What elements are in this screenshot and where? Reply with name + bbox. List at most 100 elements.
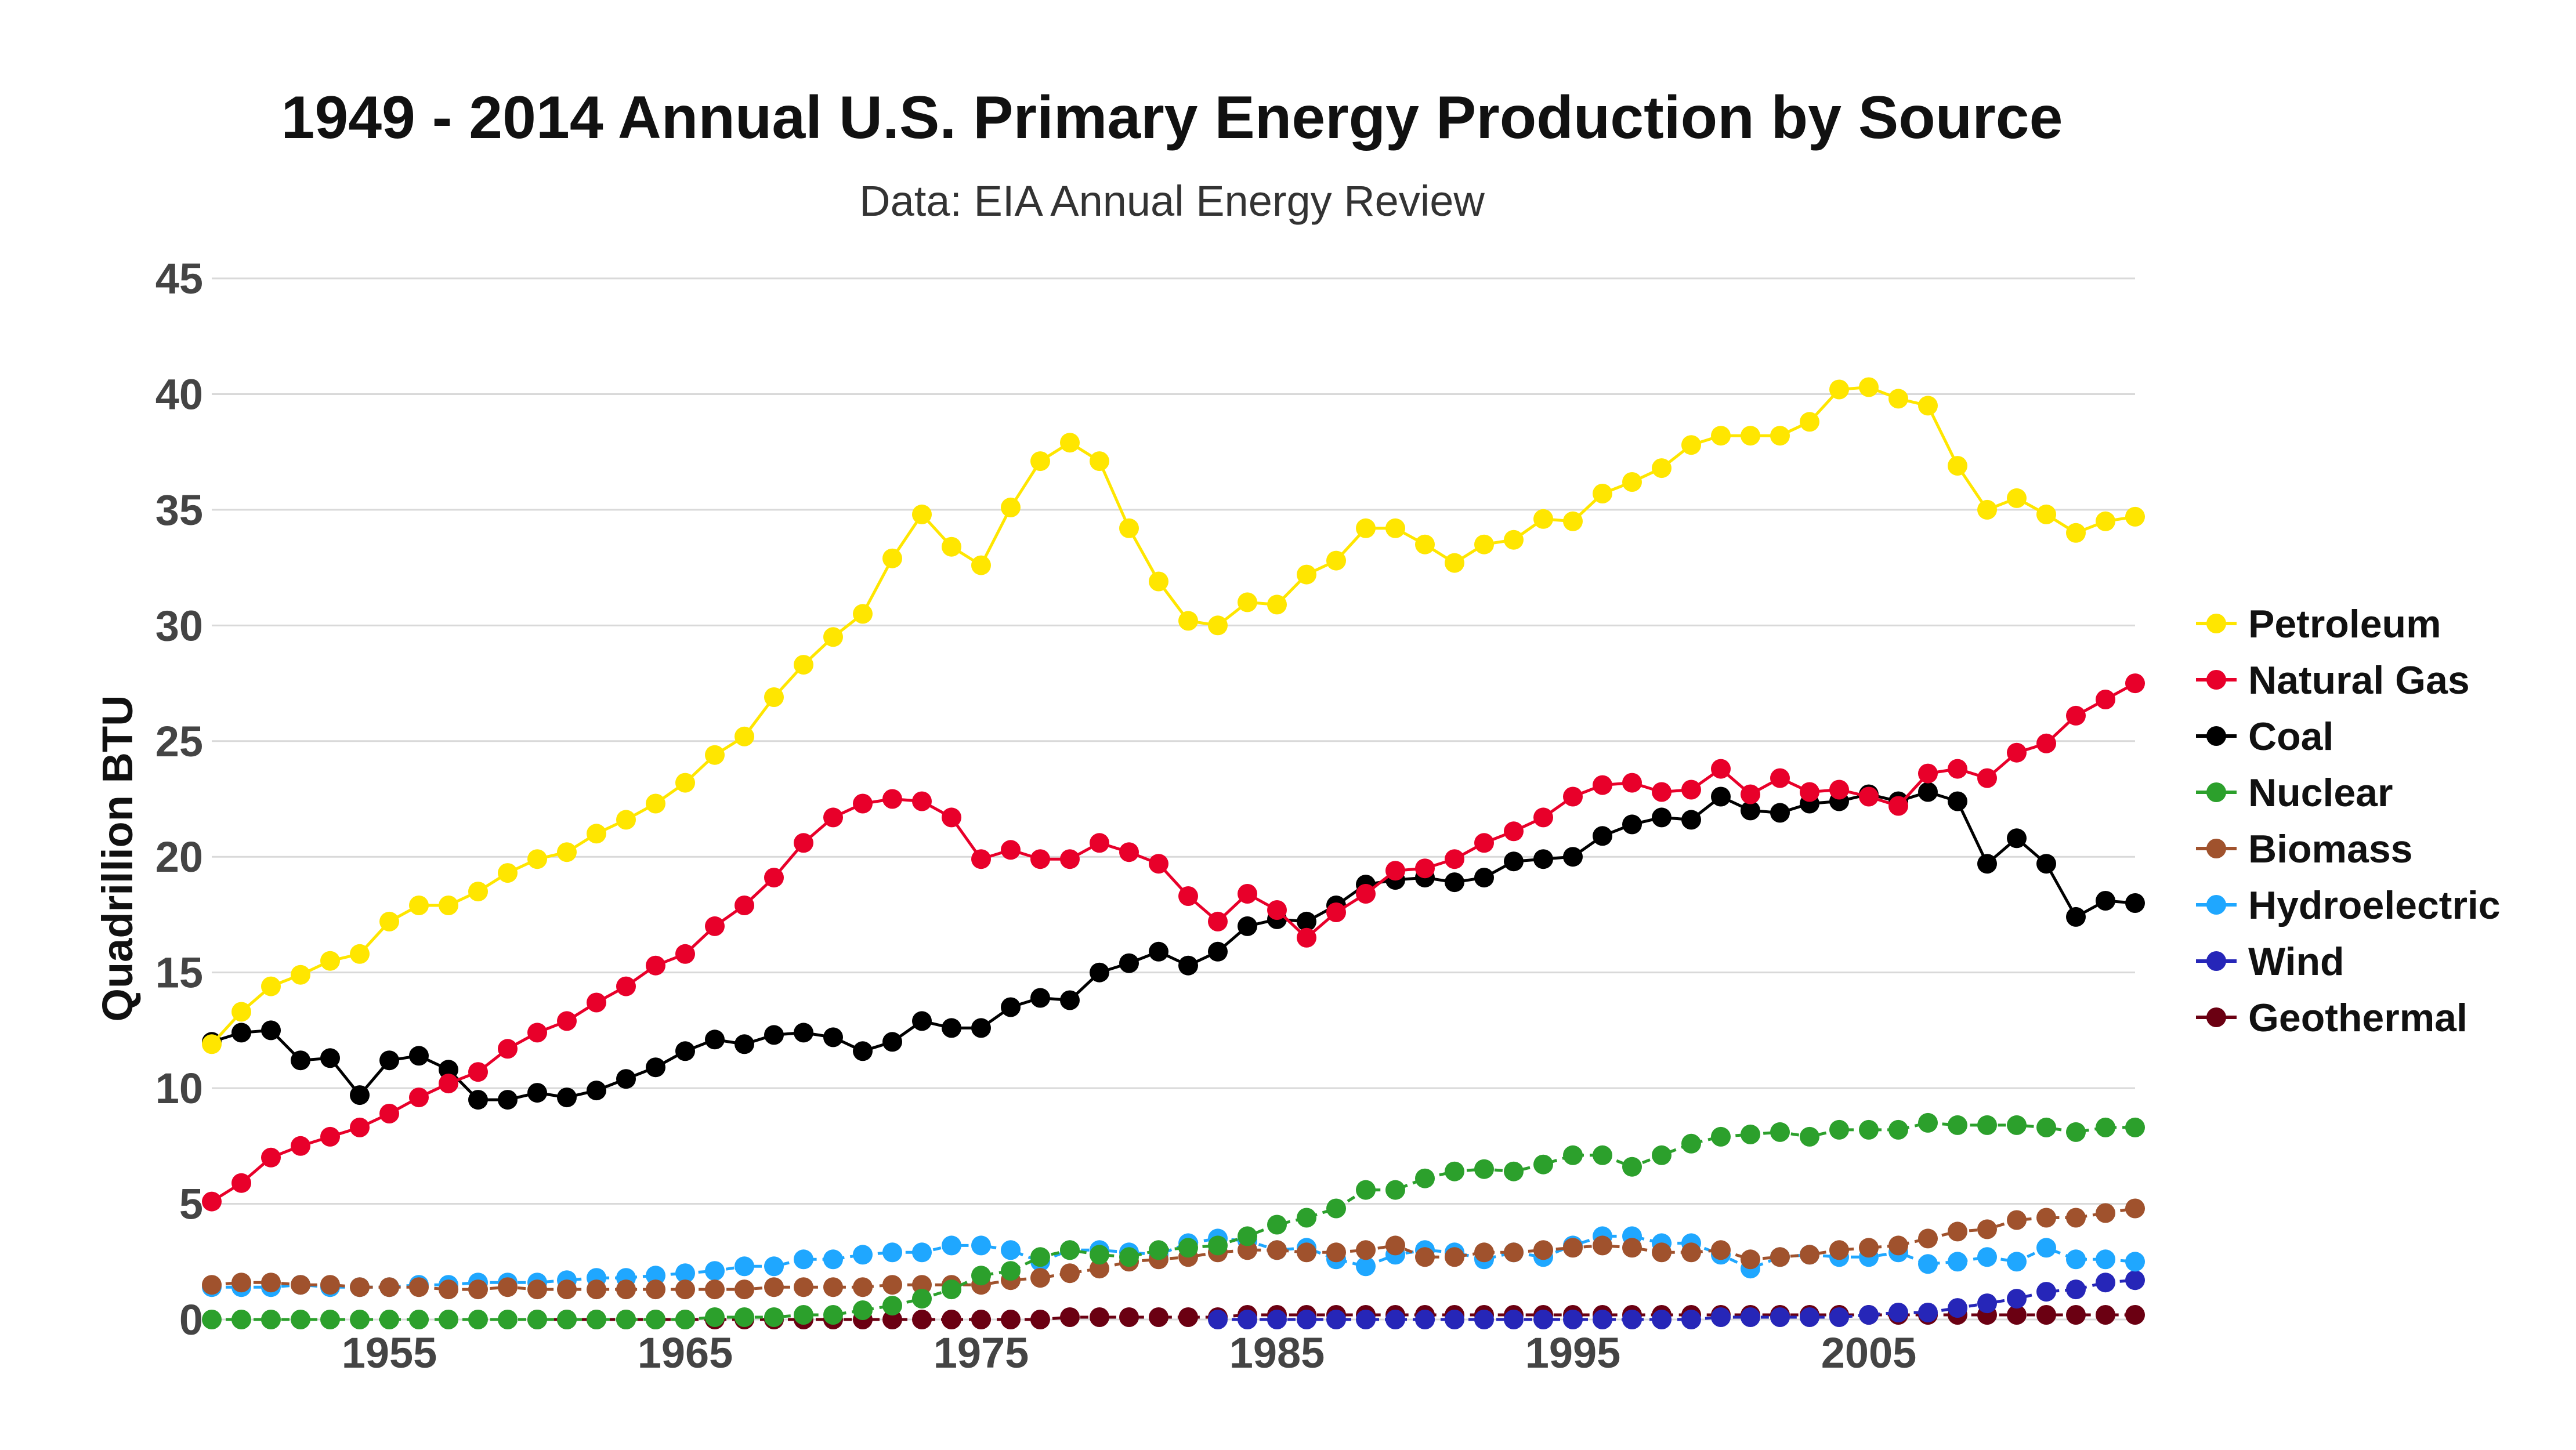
data-point xyxy=(675,773,695,793)
data-point xyxy=(1326,1242,1346,1263)
data-point xyxy=(1267,594,1287,615)
data-point xyxy=(527,1310,547,1329)
data-point xyxy=(1445,1247,1464,1267)
data-point xyxy=(498,1090,518,1110)
data-point xyxy=(1918,763,1938,784)
data-point xyxy=(1800,412,1819,432)
data-point xyxy=(616,1279,636,1300)
data-point xyxy=(764,687,784,707)
data-point xyxy=(1918,1228,1938,1249)
data-point xyxy=(1238,1226,1257,1246)
data-point xyxy=(1060,1307,1080,1327)
data-point xyxy=(2125,1198,2145,1219)
data-point xyxy=(1800,782,1819,802)
data-point xyxy=(1948,1221,1967,1242)
data-point xyxy=(320,1275,340,1295)
data-point xyxy=(527,849,547,869)
legend-marker xyxy=(2206,895,2226,915)
data-point xyxy=(1001,1240,1021,1260)
data-point xyxy=(2096,1249,2115,1270)
data-point xyxy=(2066,523,2086,543)
data-point xyxy=(439,1310,458,1329)
data-point xyxy=(261,1147,281,1168)
data-point xyxy=(379,1104,399,1123)
data-point xyxy=(1888,1235,1908,1256)
data-point xyxy=(675,944,695,964)
legend-item-geothermal: Geothermal xyxy=(2196,996,2468,1040)
data-point xyxy=(1533,1240,1553,1260)
x-tick-label: 1985 xyxy=(1229,1329,1325,1377)
data-point xyxy=(675,1310,695,1329)
data-point xyxy=(291,1310,310,1329)
legend-label: Wind xyxy=(2248,940,2345,984)
data-point xyxy=(261,976,281,996)
data-point xyxy=(823,1027,843,1047)
data-point xyxy=(587,1279,606,1300)
data-point xyxy=(468,882,488,902)
data-point xyxy=(527,1023,547,1043)
data-point xyxy=(1356,884,1376,904)
data-point xyxy=(794,833,813,853)
data-point xyxy=(646,1310,665,1329)
data-point xyxy=(261,1310,281,1329)
data-point xyxy=(1859,1119,1879,1140)
data-point xyxy=(1297,1208,1316,1228)
data-point xyxy=(1770,803,1790,823)
data-point xyxy=(439,896,458,915)
y-tick-label: 35 xyxy=(155,486,203,534)
data-point xyxy=(1060,433,1080,453)
data-point xyxy=(1888,389,1908,409)
data-point xyxy=(794,655,813,675)
data-point xyxy=(1533,1154,1553,1174)
data-point xyxy=(409,1277,429,1297)
legend-item-wind: Wind xyxy=(2196,940,2345,984)
data-point xyxy=(1208,911,1228,931)
data-point xyxy=(853,604,873,624)
data-point xyxy=(557,1310,577,1329)
data-point xyxy=(882,1310,902,1329)
data-point xyxy=(261,1273,281,1293)
legend-item-nuclear: Nuclear xyxy=(2196,771,2393,815)
data-point xyxy=(1178,611,1198,631)
legend-marker xyxy=(2206,782,2226,802)
data-point xyxy=(942,807,961,828)
data-point xyxy=(202,1310,222,1329)
legend: Petroleum Natural Gas Coal Nuclear Biomass Hy… xyxy=(2196,602,2501,1040)
data-point xyxy=(912,1242,932,1263)
x-tick-label: 1995 xyxy=(1525,1329,1621,1377)
data-point xyxy=(2066,705,2086,726)
data-point xyxy=(1119,1307,1139,1327)
legend-marker xyxy=(2206,1007,2226,1027)
data-point xyxy=(912,1289,932,1309)
data-point xyxy=(1622,773,1642,793)
data-point xyxy=(853,793,873,814)
y-tick-label: 45 xyxy=(155,255,203,303)
data-point xyxy=(2125,1305,2145,1325)
data-point xyxy=(1415,534,1435,554)
plot-area xyxy=(202,377,2145,1329)
data-point xyxy=(705,1307,725,1327)
data-point xyxy=(2036,1305,2056,1325)
data-point xyxy=(1770,1122,1790,1142)
data-point xyxy=(350,1310,370,1329)
data-point xyxy=(823,627,843,647)
data-point xyxy=(2036,1282,2056,1302)
data-point xyxy=(1119,518,1139,538)
data-point xyxy=(202,1275,222,1295)
data-point xyxy=(1356,1180,1376,1200)
data-point xyxy=(1326,550,1346,571)
data-point xyxy=(1030,849,1050,869)
data-point xyxy=(1741,426,1760,446)
data-point xyxy=(1652,458,1671,478)
data-point xyxy=(2125,1117,2145,1137)
data-point xyxy=(1356,1256,1376,1277)
data-point xyxy=(1504,1161,1524,1181)
data-point xyxy=(1297,927,1316,948)
data-point xyxy=(202,1034,222,1054)
data-point xyxy=(1445,849,1464,869)
data-point xyxy=(2007,1210,2027,1230)
data-point xyxy=(1178,1307,1198,1327)
data-point xyxy=(261,1020,281,1041)
data-point xyxy=(882,1242,902,1263)
data-point xyxy=(912,504,932,524)
